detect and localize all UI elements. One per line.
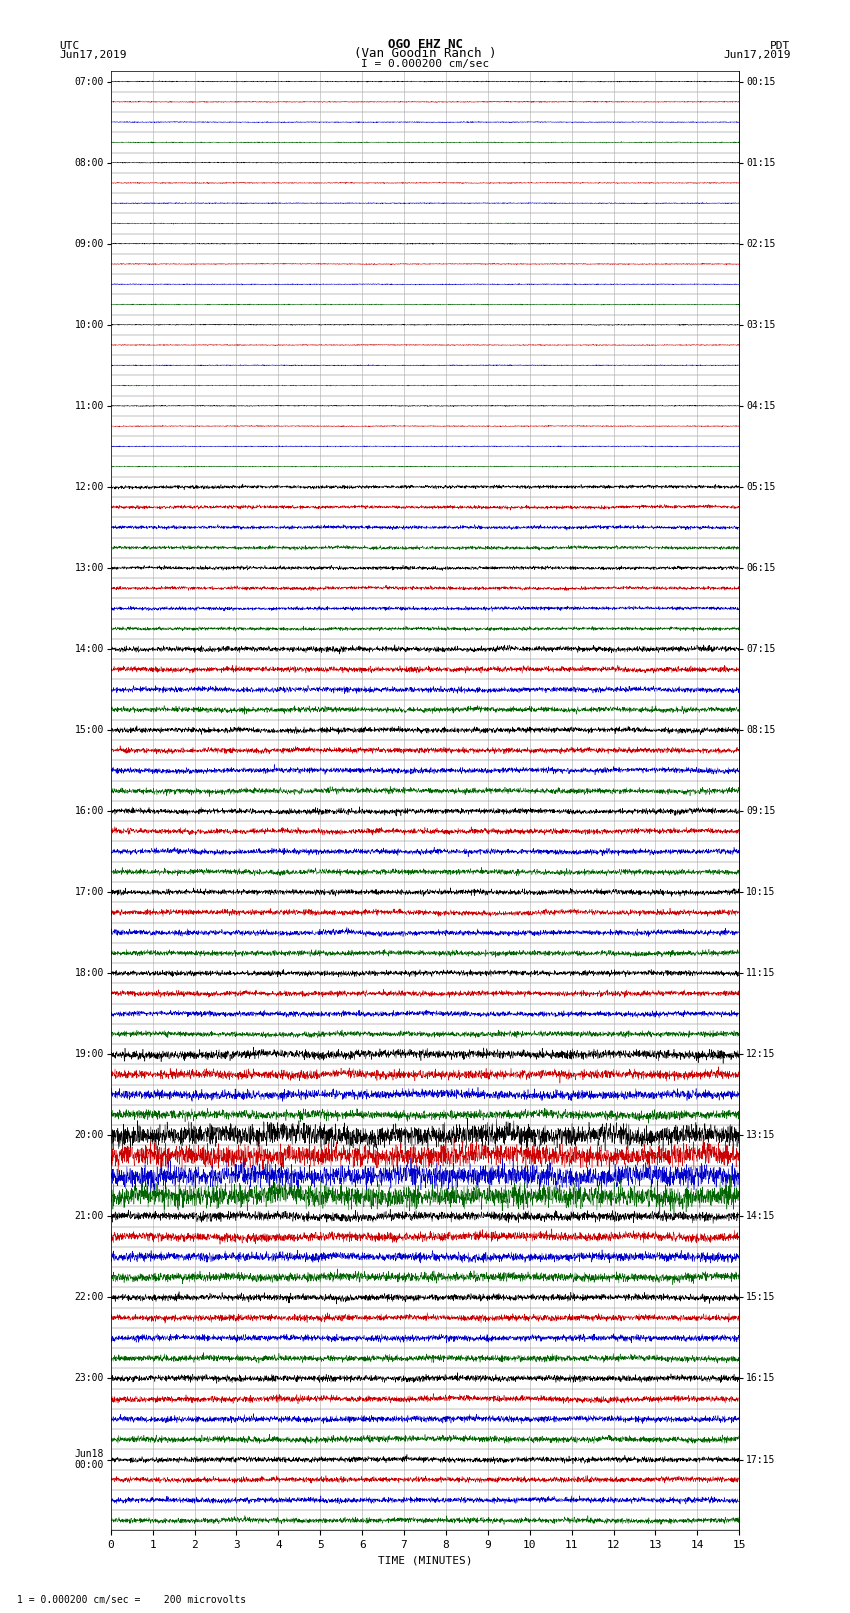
X-axis label: TIME (MINUTES): TIME (MINUTES): [377, 1557, 473, 1566]
Text: PDT: PDT: [770, 40, 790, 50]
Text: Jun17,2019: Jun17,2019: [723, 50, 791, 60]
Text: OGO EHZ NC: OGO EHZ NC: [388, 37, 462, 50]
Text: Jun17,2019: Jun17,2019: [60, 50, 127, 60]
Text: (Van Goodin Ranch ): (Van Goodin Ranch ): [354, 47, 496, 60]
Text: I = 0.000200 cm/sec: I = 0.000200 cm/sec: [361, 58, 489, 69]
Text: 1 = 0.000200 cm/sec =    200 microvolts: 1 = 0.000200 cm/sec = 200 microvolts: [17, 1595, 246, 1605]
Text: UTC: UTC: [60, 40, 80, 50]
